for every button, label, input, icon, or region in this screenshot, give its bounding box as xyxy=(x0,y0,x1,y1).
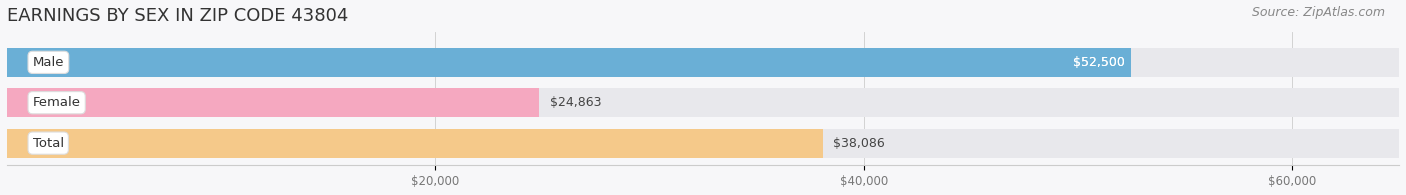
Bar xyxy=(7,88,1399,117)
Text: $52,500: $52,500 xyxy=(1073,56,1125,69)
Text: Source: ZipAtlas.com: Source: ZipAtlas.com xyxy=(1251,6,1385,19)
Text: $24,863: $24,863 xyxy=(550,96,602,109)
Bar xyxy=(7,48,1132,77)
Bar xyxy=(7,129,823,158)
Bar xyxy=(7,48,1399,77)
Text: Female: Female xyxy=(32,96,80,109)
Text: $52,500: $52,500 xyxy=(1073,56,1125,69)
Text: EARNINGS BY SEX IN ZIP CODE 43804: EARNINGS BY SEX IN ZIP CODE 43804 xyxy=(7,7,349,25)
Bar xyxy=(7,129,1399,158)
Bar xyxy=(7,88,540,117)
Text: $38,086: $38,086 xyxy=(834,137,886,150)
Text: Total: Total xyxy=(32,137,63,150)
Text: Male: Male xyxy=(32,56,65,69)
